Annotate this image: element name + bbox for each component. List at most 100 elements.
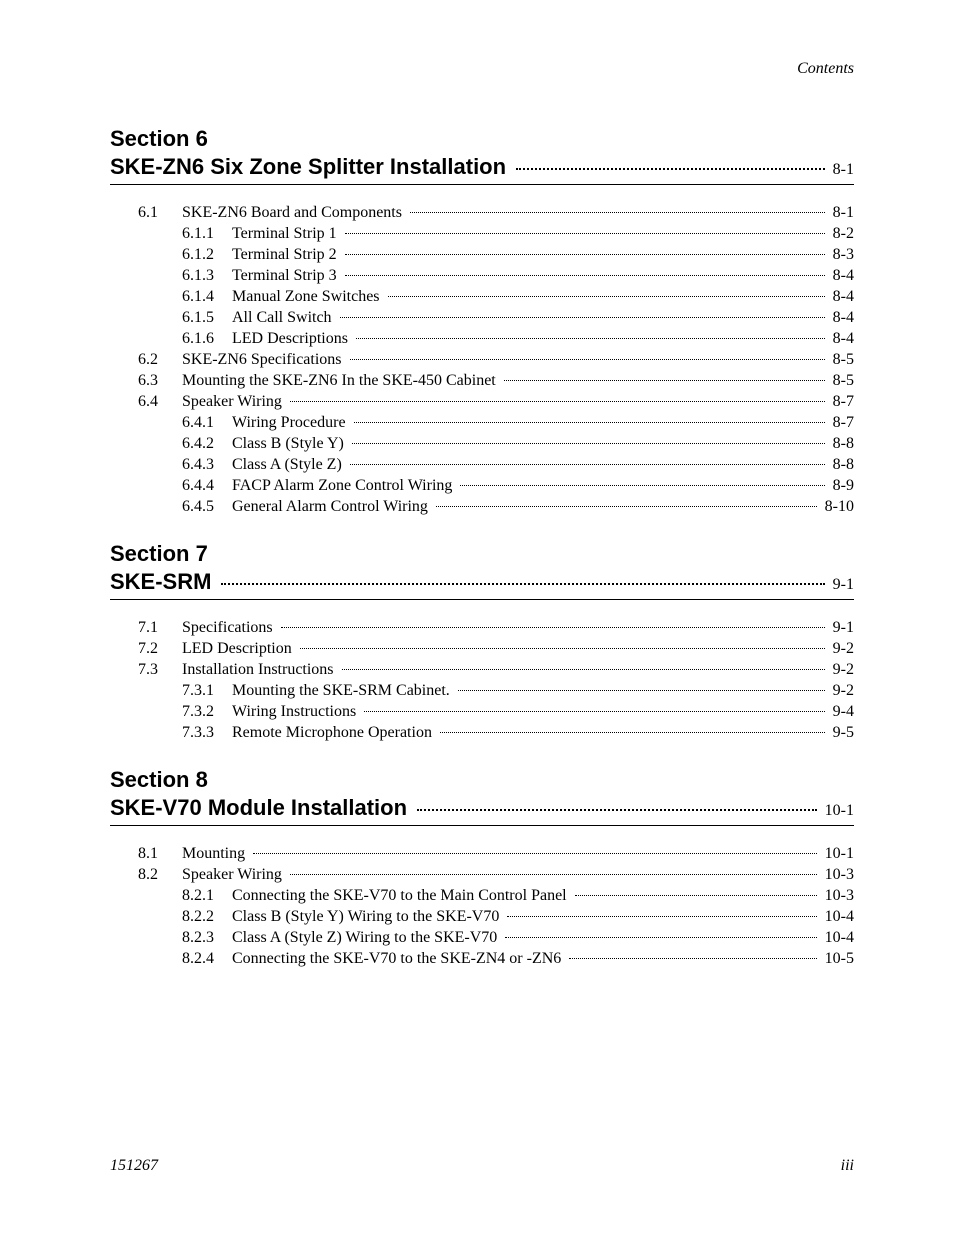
toc-page: 8-8 [829, 434, 854, 454]
toc-number-l2: 6.1.4 [182, 287, 232, 307]
toc-number-l2: 6.4.5 [182, 497, 232, 517]
toc-text: FACP Alarm Zone Control Wiring [232, 476, 456, 496]
toc-text: General Alarm Control Wiring [232, 497, 432, 517]
toc-text: Terminal Strip 1 [232, 224, 341, 244]
toc-number-l2: 8.2.1 [182, 886, 232, 906]
toc-number-l1: 8.1 [138, 844, 182, 864]
toc-text: Terminal Strip 3 [232, 266, 341, 286]
toc-entry: 6.4.2Class B (Style Y) 8-8 [138, 434, 854, 454]
toc-text: Class A (Style Z) Wiring to the SKE-V70 [232, 928, 501, 948]
toc-number-l2: 6.4.2 [182, 434, 232, 454]
toc-page: 9-2 [829, 660, 854, 680]
toc-text: Wiring Procedure [232, 413, 350, 433]
toc-entry: 7.3.2Wiring Instructions9-4 [138, 702, 854, 722]
toc-text: Speaker Wiring [182, 865, 286, 885]
toc-number-l1: 6.1 [138, 203, 182, 223]
section-title: SKE-V70 Module Installation [110, 795, 413, 821]
toc-text: Class B (Style Y) [232, 434, 348, 454]
toc-page: 10-5 [821, 949, 854, 969]
section-title-row: SKE-V70 Module Installation10-1 [110, 795, 854, 826]
dot-leader [300, 648, 825, 649]
toc-page: 8-9 [829, 476, 854, 496]
dot-leader [516, 168, 825, 170]
toc-entry: 6.1.3Terminal Strip 3 8-4 [138, 266, 854, 286]
toc-page: 10-1 [821, 844, 854, 864]
section-title-row: SKE-ZN6 Six Zone Splitter Installation8-… [110, 154, 854, 185]
toc-text: Mounting the SKE-ZN6 In the SKE-450 Cabi… [182, 371, 500, 391]
footer-left: 151267 [110, 1157, 158, 1175]
toc-number-l1: 6.2 [138, 350, 182, 370]
toc-number-l2: 6.4.4 [182, 476, 232, 496]
toc-entry: 8.2.3Class A (Style Z) Wiring to the SKE… [138, 928, 854, 948]
toc-text: LED Descriptions [232, 329, 352, 349]
toc-number-l2: 6.1.3 [182, 266, 232, 286]
toc-page: 9-2 [829, 639, 854, 659]
dot-leader [345, 254, 825, 255]
section-label: Section 6 [110, 126, 854, 152]
toc-number-l1: 7.2 [138, 639, 182, 659]
toc-entry: 8.2.1Connecting the SKE-V70 to the Main … [138, 886, 854, 906]
dot-leader [569, 958, 816, 959]
toc-entry: 6.4.3Class A (Style Z) 8-8 [138, 455, 854, 475]
dot-leader [440, 732, 825, 733]
toc-text: SKE-ZN6 Board and Components [182, 203, 406, 223]
dot-leader [350, 464, 825, 465]
toc-entry: 6.2SKE-ZN6 Specifications 8-5 [138, 350, 854, 370]
toc-entry: 6.1.4Manual Zone Switches8-4 [138, 287, 854, 307]
toc-page: 9-4 [829, 702, 854, 722]
toc-number-l2: 6.1.2 [182, 245, 232, 265]
toc-section: Section 6SKE-ZN6 Six Zone Splitter Insta… [110, 126, 854, 517]
toc-section: Section 8SKE-V70 Module Installation10-1… [110, 767, 854, 969]
toc-page: 10-4 [821, 928, 854, 948]
dot-leader [342, 669, 825, 670]
toc-page: 10-3 [821, 886, 854, 906]
toc-text: Connecting the SKE-V70 to the SKE-ZN4 or… [232, 949, 565, 969]
toc-page: 10-4 [821, 907, 854, 927]
toc-number-l2: 6.1.5 [182, 308, 232, 328]
toc-list: 8.1Mounting10-18.2Speaker Wiring10-38.2.… [110, 844, 854, 969]
toc-text: Terminal Strip 2 [232, 245, 341, 265]
toc-text: Remote Microphone Operation [232, 723, 436, 743]
section-title: SKE-SRM [110, 569, 217, 595]
dot-leader [340, 317, 825, 318]
dot-leader [354, 422, 825, 423]
toc-number-l2: 6.4.3 [182, 455, 232, 475]
toc-page: 8-4 [829, 287, 854, 307]
toc-page: 8-10 [821, 497, 854, 517]
toc-page: 8-4 [829, 329, 854, 349]
toc-entry: 8.2.2Class B (Style Y) Wiring to the SKE… [138, 907, 854, 927]
toc-page: 8-4 [829, 266, 854, 286]
toc-page: 8-3 [829, 245, 854, 265]
dot-leader [410, 212, 825, 213]
toc-number-l2: 6.1.1 [182, 224, 232, 244]
toc-page: 8-5 [829, 350, 854, 370]
toc-text: Class A (Style Z) [232, 455, 346, 475]
toc-text: Connecting the SKE-V70 to the Main Contr… [232, 886, 571, 906]
toc-page: 8-7 [829, 413, 854, 433]
toc-text: Mounting [182, 844, 249, 864]
section-label: Section 8 [110, 767, 854, 793]
dot-leader [345, 275, 825, 276]
toc-number-l2: 7.3.1 [182, 681, 232, 701]
toc-section: Section 7SKE-SRM9-17.1Specifications9-17… [110, 541, 854, 743]
page-header-right: Contents [110, 60, 854, 78]
toc-page: 8-1 [829, 203, 854, 223]
toc-number-l2: 8.2.4 [182, 949, 232, 969]
toc-number-l2: 6.4.1 [182, 413, 232, 433]
toc-text: Speaker Wiring [182, 392, 286, 412]
toc-entry: 7.3.3Remote Microphone Operation9-5 [138, 723, 854, 743]
toc-text: LED Description [182, 639, 296, 659]
toc-text: Class B (Style Y) Wiring to the SKE-V70 [232, 907, 503, 927]
dot-leader [504, 380, 825, 381]
toc-entry: 6.1.1Terminal Strip 18-2 [138, 224, 854, 244]
toc-entry: 7.1Specifications9-1 [138, 618, 854, 638]
toc-text: All Call Switch [232, 308, 336, 328]
dot-leader [460, 485, 824, 486]
toc-text: SKE-ZN6 Specifications [182, 350, 346, 370]
toc-sections: Section 6SKE-ZN6 Six Zone Splitter Insta… [110, 126, 854, 969]
toc-number-l1: 7.3 [138, 660, 182, 680]
toc-entry: 6.1SKE-ZN6 Board and Components 8-1 [138, 203, 854, 223]
toc-page: 8-4 [829, 308, 854, 328]
dot-leader [356, 338, 825, 339]
toc-page: 8-8 [829, 455, 854, 475]
